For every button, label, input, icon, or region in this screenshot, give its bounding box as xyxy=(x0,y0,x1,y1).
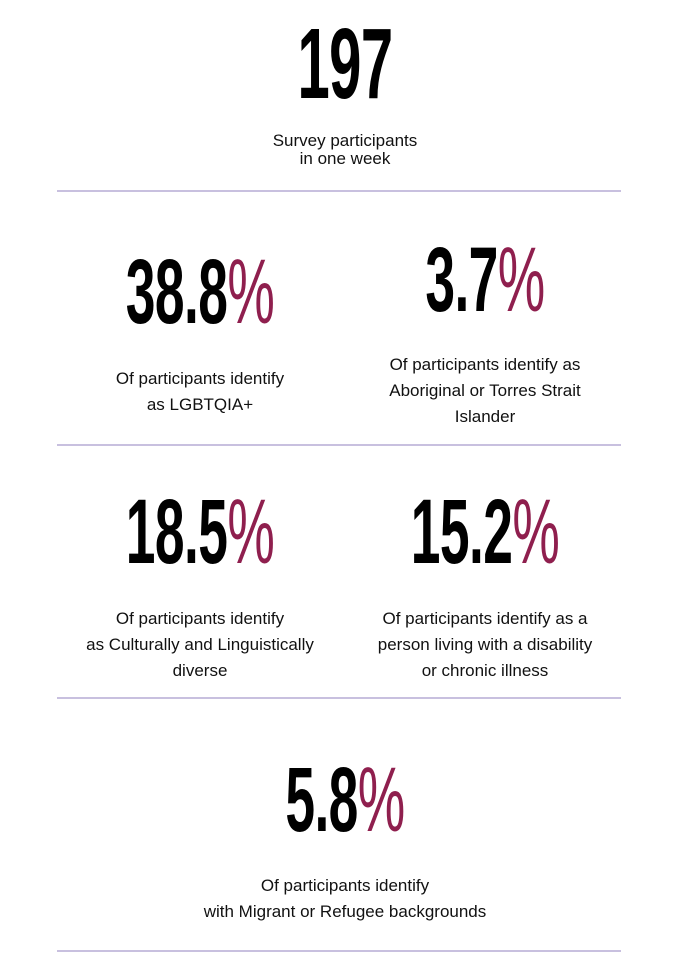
stat-aboriginal: 3.7% xyxy=(345,234,625,326)
stat-number: 18.5 xyxy=(125,481,228,583)
divider-4 xyxy=(57,950,621,952)
stat-migrant-label: Of participants identify with Migrant or… xyxy=(145,873,545,925)
label-line-3: diverse xyxy=(172,661,228,680)
stat-value: 5.8% xyxy=(258,754,432,846)
stat-disability: 15.2% xyxy=(345,486,625,578)
label-line-3: Islander xyxy=(454,407,516,426)
label-line-2: person living with a disability xyxy=(377,635,593,654)
total-label-line-2: in one week xyxy=(299,149,391,168)
stat-number: 5.8 xyxy=(285,749,358,851)
stat-lgbtqia: 38.8% xyxy=(60,246,340,338)
stat-lgbtqia-label: Of participants identify as LGBTQIA+ xyxy=(60,366,340,418)
stat-value: 38.8% xyxy=(119,246,281,338)
label-line-2: Aboriginal or Torres Strait xyxy=(389,381,581,400)
stat-number: 3.7 xyxy=(425,229,498,331)
label-line-1: Of participants identify xyxy=(115,369,285,388)
stat-cald: 18.5% xyxy=(60,486,340,578)
stat-migrant: 5.8% xyxy=(195,754,495,846)
stat-aboriginal-label: Of participants identify as Aboriginal o… xyxy=(345,352,625,430)
divider-2 xyxy=(57,444,621,446)
stat-value: 18.5% xyxy=(119,486,281,578)
total-participants: 197 xyxy=(195,14,495,114)
percent-sign: % xyxy=(512,481,560,583)
label-line-2: as Culturally and Linguistically xyxy=(86,635,314,654)
divider-3 xyxy=(57,697,621,699)
label-line-3: or chronic illness xyxy=(421,661,549,680)
stat-value: 3.7% xyxy=(404,234,566,326)
label-line-2: as LGBTQIA+ xyxy=(146,395,254,414)
label-line-1: Of participants identify xyxy=(115,609,285,628)
stat-value: 15.2% xyxy=(404,486,566,578)
total-label: Survey participants in one week xyxy=(195,128,495,172)
label-line-1: Of participants identify as xyxy=(389,355,581,374)
stat-disability-label: Of participants identify as a person liv… xyxy=(345,606,625,684)
percent-sign: % xyxy=(227,481,275,583)
percent-sign: % xyxy=(497,229,545,331)
stat-number: 38.8 xyxy=(125,241,228,343)
divider-1 xyxy=(57,190,621,192)
total-label-line-1: Survey participants xyxy=(272,131,418,150)
percent-sign: % xyxy=(227,241,275,343)
label-line-1: Of participants identify as a xyxy=(382,609,588,628)
stat-cald-label: Of participants identify as Culturally a… xyxy=(60,606,340,684)
percent-sign: % xyxy=(357,749,405,851)
stat-number: 15.2 xyxy=(410,481,513,583)
label-line-2: with Migrant or Refugee backgrounds xyxy=(203,902,487,921)
label-line-1: Of participants identify xyxy=(260,876,430,895)
total-number: 197 xyxy=(297,8,393,120)
